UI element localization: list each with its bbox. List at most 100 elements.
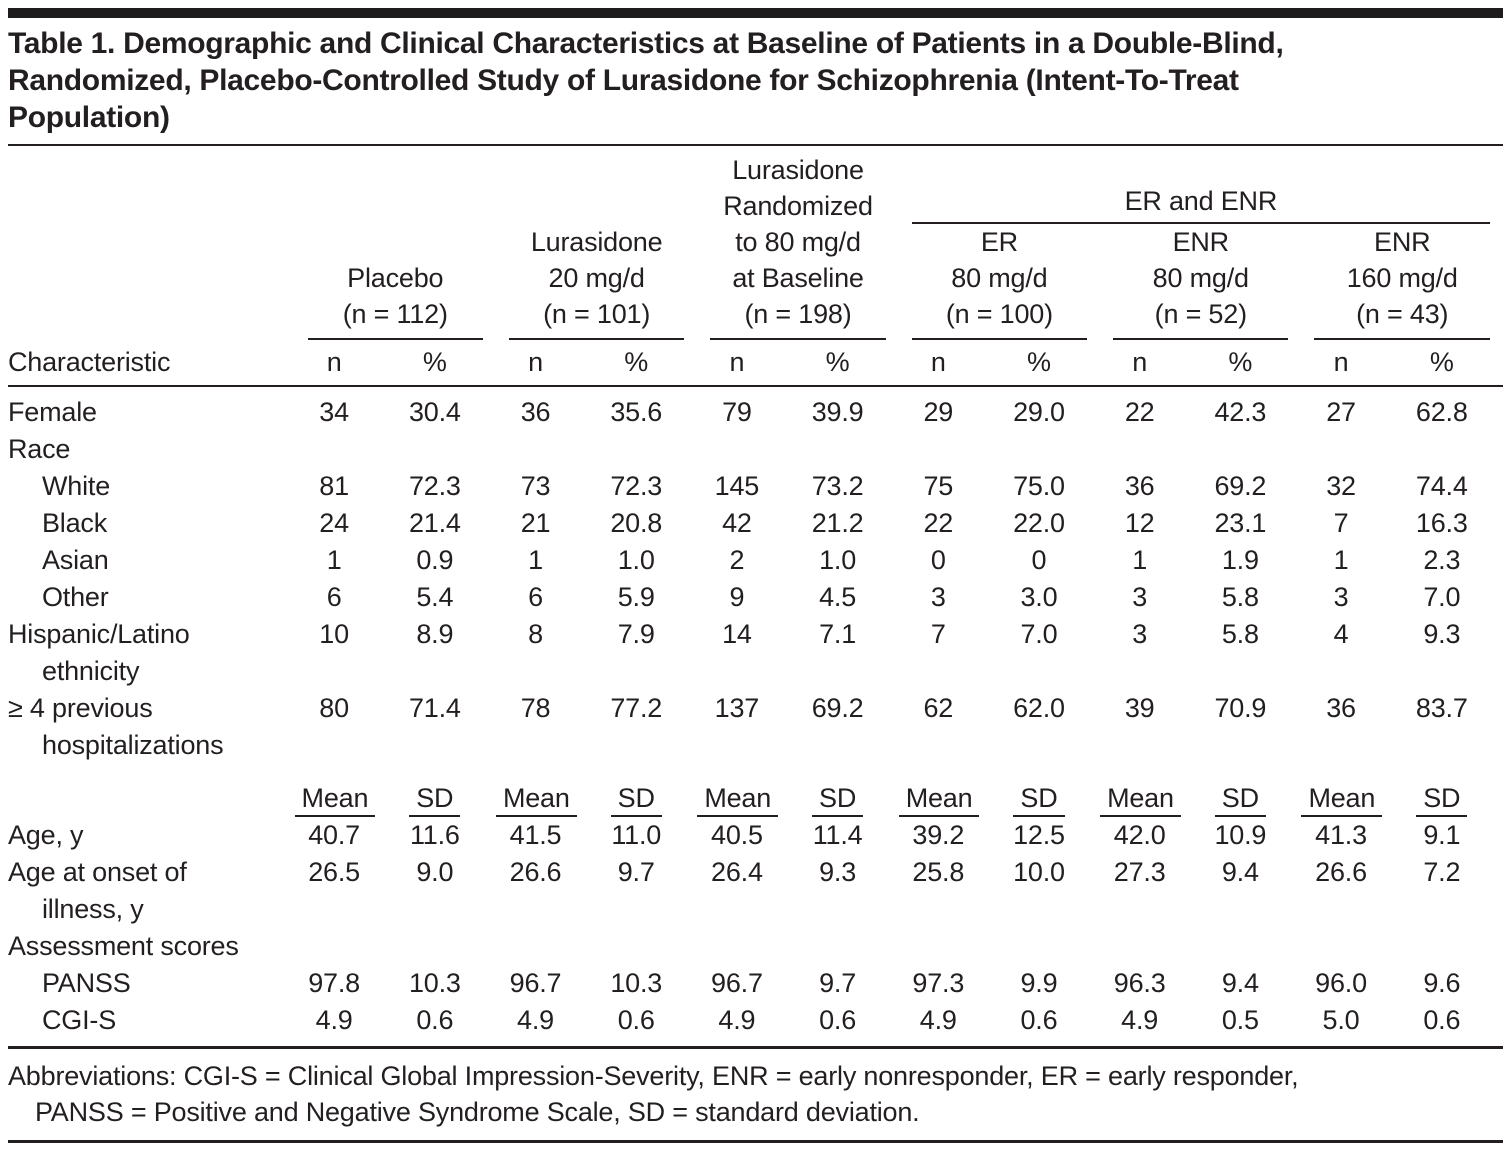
cell-value: 77.2: [610, 693, 663, 723]
cell-value: 42.3: [1214, 397, 1267, 427]
cell-value: 75.0: [1013, 471, 1065, 501]
cell-value: 80: [319, 693, 349, 723]
cell-value: 1.9: [1221, 545, 1259, 575]
cell-value: 41.3: [1315, 820, 1367, 850]
cell-value: 4.9: [1121, 1005, 1159, 1035]
col-header-n: n: [898, 340, 978, 387]
mean-subheader: Mean: [1100, 783, 1181, 817]
cell-value: 26.6: [509, 857, 562, 887]
table-row: Age, y 40.7 11.6 41.5 11.0 40.5 11.4 39.2 12.5 42…: [8, 817, 1503, 854]
mean-subheader: Mean: [898, 783, 980, 817]
cell-value: 3.0: [1020, 582, 1058, 612]
group-label: Lurasidone Randomized to 80 mg/d at Base…: [723, 155, 873, 329]
col-header-pct: %: [1179, 340, 1302, 387]
col-header-pct: %: [575, 340, 698, 387]
cell-value: 10.0: [1013, 857, 1065, 887]
cell-value: 21.2: [811, 508, 864, 538]
cell-value: [496, 928, 575, 965]
cell-value: 7: [1333, 508, 1349, 538]
cell-value: 69.2: [811, 693, 864, 723]
cell-value: [1100, 928, 1179, 965]
cell-value: [899, 431, 978, 468]
table-row: Race: [8, 431, 1503, 468]
cell-value: 39.2: [912, 820, 965, 850]
table-row: Assessment scores: [8, 928, 1503, 965]
cell-value: 0.6: [819, 1005, 857, 1035]
row-label: Race: [8, 434, 71, 464]
sd-subheader: SD: [1416, 783, 1468, 817]
cell-value: 7.2: [1423, 857, 1461, 887]
cell-value: 7.0: [1020, 619, 1058, 649]
cell-value: 72.3: [408, 471, 461, 501]
stat-subheader-cell: SD: [776, 764, 898, 817]
cell-value: 0.6: [416, 1005, 454, 1035]
cell-value: [697, 928, 776, 965]
cell-value: 75: [923, 471, 954, 501]
cell-value: 3: [1333, 582, 1349, 612]
cell-value: 10.3: [408, 968, 461, 998]
cell-value: [978, 928, 1100, 965]
cell-value: 9.0: [416, 857, 454, 887]
table-row: White 81 72.3 73 72.3 145 73.2 75 75.0 36 69.2 32 74…: [8, 468, 1503, 505]
cell-value: 42: [722, 508, 752, 538]
row-label: CGI-S: [42, 1005, 117, 1035]
cell-value: [1100, 431, 1179, 468]
table-row: PANSS 97.8 10.3 96.7 10.3 96.7 9.7 97.3 9.9 96.3 9…: [8, 965, 1503, 1002]
row-label: Hispanic/Latino ethnicity: [8, 619, 190, 686]
cell-value: 16.3: [1415, 508, 1468, 538]
cell-value: 9.3: [1423, 619, 1461, 649]
cell-value: 3: [1132, 582, 1148, 612]
stat-subheader-cell: SD: [1381, 764, 1503, 817]
cell-value: 73.2: [811, 471, 864, 501]
cell-value: 96.7: [509, 968, 562, 998]
sd-subheader: SD: [1013, 783, 1065, 817]
group-header-placebo: Placebo (n = 112): [295, 146, 496, 340]
col-header-n: n: [495, 340, 576, 387]
cell-value: 21: [520, 508, 551, 538]
row-label: Age, y: [8, 820, 84, 850]
cell-value: 12.5: [1013, 820, 1065, 850]
abbreviations-note: Abbreviations: CGI-S = Clinical Global I…: [8, 1049, 1503, 1143]
group-header-lurasidone-20: Lurasidone 20 mg/d (n = 101): [496, 146, 697, 340]
group-label: ENR 160 mg/d (n = 43): [1346, 227, 1458, 329]
cell-value: 8: [528, 619, 543, 649]
group-label: ENR 80 mg/d (n = 52): [1152, 227, 1249, 329]
col-header-n: n: [294, 340, 374, 387]
cell-value: 1.0: [617, 545, 655, 575]
stat-subheader-cell: Mean: [495, 764, 577, 817]
table-row: Age at onset of illness, y 26.5 9.0 26.6 9.7…: [8, 854, 1503, 928]
cell-value: 97.3: [912, 968, 965, 998]
cell-value: 26.6: [1315, 857, 1367, 887]
cell-value: 71.4: [408, 693, 461, 723]
sd-subheader: SD: [610, 783, 662, 817]
cell-value: 5.9: [617, 582, 655, 612]
cell-value: 4.9: [517, 1005, 554, 1035]
cell-value: 42.0: [1113, 820, 1166, 850]
cell-value: 12: [1124, 508, 1155, 538]
group-header-er-80: ER 80 mg/d (n = 100): [899, 224, 1100, 340]
table-row: Other 6 5.4 6 5.9 9 4.5 3 3.0 3 5.8 3 7.0: [8, 579, 1503, 616]
cell-value: 96.0: [1315, 968, 1367, 998]
subgroup-row: ER 80 mg/d (n = 100) ENR 80 mg/d (n = 52…: [8, 224, 1503, 340]
cell-value: [899, 928, 978, 965]
cell-value: [1381, 928, 1503, 965]
cell-value: 41.5: [509, 820, 562, 850]
cell-value: 9.4: [1221, 857, 1259, 887]
cell-value: 81: [319, 471, 349, 501]
cell-value: 1: [1132, 545, 1148, 575]
cell-value: 0: [930, 545, 946, 575]
cell-value: 9.6: [1423, 968, 1461, 998]
cell-value: 78: [520, 693, 551, 723]
cell-value: 7.0: [1423, 582, 1461, 612]
cell-value: 9.3: [819, 857, 857, 887]
cell-value: 40.5: [711, 820, 763, 850]
stat-subheader-cell: Mean: [1301, 764, 1383, 817]
cell-value: 72.3: [610, 471, 663, 501]
top-rule-bar: [8, 8, 1503, 18]
cell-value: 69.2: [1214, 471, 1267, 501]
mean-subheader: Mean: [294, 783, 376, 817]
spanner-row: Placebo (n = 112) Lurasidone 20 mg/d (n …: [8, 146, 1503, 340]
stat-subheader-cell: SD: [575, 764, 697, 817]
col-header-n: n: [697, 340, 777, 387]
group-label: Placebo (n = 112): [342, 263, 448, 329]
